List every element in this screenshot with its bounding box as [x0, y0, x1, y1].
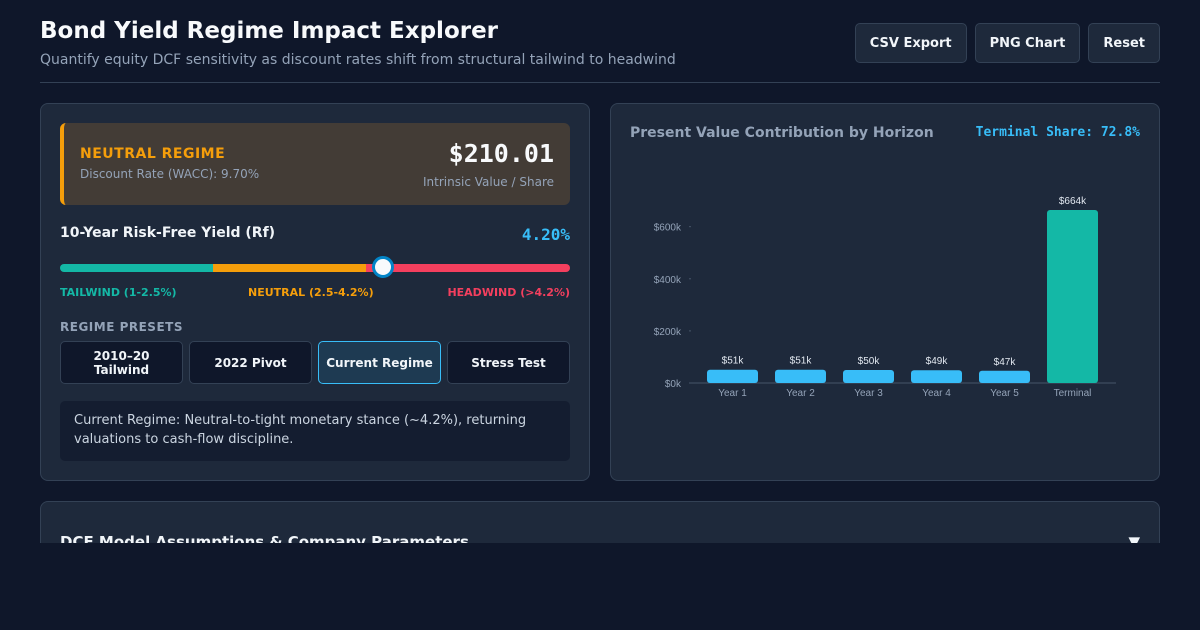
page-subtitle: Quantify equity DCF sensitivity as disco…	[40, 52, 676, 68]
presets-label: REGIME PRESETS	[60, 320, 183, 334]
x-tick-label: Year 5	[990, 388, 1019, 399]
yield-slider-value: 4.20%	[521, 225, 570, 244]
bar-year-1	[707, 369, 758, 383]
x-tick-label: Year 2	[786, 388, 815, 399]
regime-name: NEUTRAL REGIME	[80, 146, 226, 162]
controls-panel: NEUTRAL REGIME Discount Rate (WACC): 9.7…	[40, 103, 590, 481]
csv-export-button[interactable]: CSV Export	[854, 23, 967, 63]
preset-description: Current Regime: Neutral-to-tight monetar…	[60, 401, 570, 461]
page-header: Bond Yield Regime Impact Explorer Quanti…	[40, 0, 1160, 83]
preset-buttons: 2010–20 Tailwind 2022 Pivot Current Regi…	[60, 341, 570, 384]
zone-label-neutral: NEUTRAL (2.5-4.2%)	[248, 286, 374, 299]
x-tick-label: Year 3	[854, 388, 883, 399]
zone-label-tailwind: TAILWIND (1-2.5%)	[60, 286, 177, 299]
intrinsic-value-label: Intrinsic Value / Share	[423, 175, 554, 189]
yield-slider-label: 10-Year Risk-Free Yield (Rf)	[60, 225, 276, 241]
tailwind-segment	[60, 264, 213, 272]
preset-2022-pivot-button[interactable]: 2022 Pivot	[189, 341, 312, 384]
terminal-share: Terminal Share: 72.8%	[975, 125, 1140, 140]
x-tick-label: Year 4	[922, 388, 951, 399]
y-tick-label: $600k	[654, 223, 682, 234]
y-tick-label: $200k	[654, 327, 682, 338]
bar-value-label: $51k	[722, 356, 745, 367]
chevron-down-icon[interactable]: ▼	[1128, 533, 1140, 551]
viewport-clip	[0, 543, 1200, 630]
preset-current-regime-button[interactable]: Current Regime	[318, 341, 441, 384]
bar-value-label: $50k	[858, 356, 881, 367]
bar-year-5	[979, 370, 1030, 383]
intrinsic-value: $210.01	[448, 139, 554, 168]
discount-rate: Discount Rate (WACC): 9.70%	[80, 167, 260, 181]
bar-year-3	[843, 369, 894, 383]
bar-value-label: $47k	[994, 357, 1017, 368]
bar-value-label: $51k	[790, 356, 813, 367]
bar-year-2	[775, 369, 826, 383]
bar-value-label: $49k	[926, 356, 949, 367]
page-title: Bond Yield Regime Impact Explorer	[40, 18, 499, 44]
png-chart-button[interactable]: PNG Chart	[974, 23, 1081, 63]
yield-slider-thumb[interactable]	[372, 256, 394, 278]
bar-terminal	[1047, 210, 1098, 383]
y-tick-label: $400k	[654, 275, 682, 286]
preset-stress-test-button[interactable]: Stress Test	[447, 341, 570, 384]
zone-label-headwind: HEADWIND (>4.2%)	[447, 286, 570, 299]
chart-title: Present Value Contribution by Horizon	[630, 125, 934, 141]
headwind-segment	[366, 264, 570, 272]
x-tick-label: Terminal	[1054, 388, 1092, 399]
bar-year-4	[911, 370, 962, 383]
regime-card: NEUTRAL REGIME Discount Rate (WACC): 9.7…	[60, 123, 570, 205]
yield-slider-track[interactable]	[60, 264, 570, 272]
neutral-segment	[213, 264, 366, 272]
chart-panel: $0k $200k $400k $600k $51k Year 1 $51k Year 2 $5…	[610, 103, 1160, 481]
reset-button[interactable]: Reset	[1088, 23, 1160, 63]
x-tick-label: Year 1	[718, 388, 747, 399]
bar-value-label: $664k	[1059, 196, 1087, 207]
y-tick-label: $0k	[665, 379, 682, 390]
pv-bar-chart: $0k $200k $400k $600k $51k Year 1 $51k Year 2 $5…	[654, 196, 1116, 399]
preset-tailwind-button[interactable]: 2010–20 Tailwind	[60, 341, 183, 384]
header-actions: CSV Export PNG Chart Reset	[854, 23, 1160, 63]
